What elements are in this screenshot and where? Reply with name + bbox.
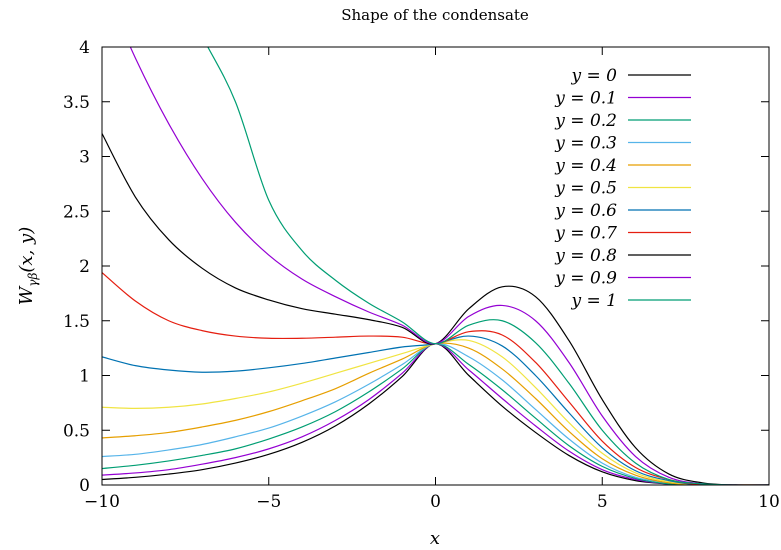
y-axis-label: Wγβ(x, y) xyxy=(16,227,40,305)
x-axis-label: x xyxy=(430,528,440,549)
series-line-6 xyxy=(102,335,769,485)
series-line-5 xyxy=(102,339,769,485)
y-tick-label-1: 0.5 xyxy=(63,421,90,441)
y-tick-label-6: 3 xyxy=(79,148,90,168)
y-tick-label-7: 3.5 xyxy=(63,93,90,113)
y-tick-label-0: 0 xyxy=(79,476,90,496)
legend-label-0: y = 0 xyxy=(571,66,618,86)
y-tick-label-5: 2.5 xyxy=(63,202,90,222)
legend-label-10: y = 1 xyxy=(571,291,617,311)
tick-labels-layer: −10 −5 0 5 10 0 0.5 1 1.5 2 2.5 3 3.5 4 xyxy=(63,38,780,512)
legend-label-9: y = 0.9 xyxy=(554,269,617,289)
plot-frame xyxy=(101,46,770,486)
x-tick-label-2: 0 xyxy=(430,492,441,512)
legend-label-5: y = 0.5 xyxy=(554,179,617,199)
series-line-7 xyxy=(102,272,769,485)
x-tick-label-3: 5 xyxy=(597,492,608,512)
series-layer xyxy=(102,47,769,485)
legend-label-1: y = 0.1 xyxy=(554,89,617,109)
series-line-9 xyxy=(129,47,769,485)
legend-label-8: y = 0.8 xyxy=(554,246,617,266)
legend-label-6: y = 0.6 xyxy=(554,201,617,221)
chart-title: Shape of the condensate xyxy=(341,6,529,24)
legend-label-2: y = 0.2 xyxy=(554,111,617,131)
legend-label-3: y = 0.3 xyxy=(554,134,617,154)
x-tick-label-1: −5 xyxy=(256,492,281,512)
y-axis-label-main: W xyxy=(16,285,37,305)
y-axis-label-subscript: γβ xyxy=(26,273,40,287)
y-tick-label-2: 1 xyxy=(79,367,90,387)
legend-label-4: y = 0.4 xyxy=(554,156,617,176)
y-tick-label-3: 1.5 xyxy=(63,312,90,332)
series-line-1 xyxy=(102,343,769,485)
y-axis-label-args: (x, y) xyxy=(16,227,37,273)
y-tick-label-4: 2 xyxy=(79,257,90,277)
ticks-layer xyxy=(101,46,770,486)
legend-label-7: y = 0.7 xyxy=(554,224,617,244)
series-line-10 xyxy=(207,47,769,485)
x-tick-label-0: −10 xyxy=(84,492,120,512)
y-tick-label-8: 4 xyxy=(79,38,90,58)
legend: y = 0 y = 0.1y = 0.2 y = 0.3y = 0.4 y = 0.5… xyxy=(554,66,691,311)
series-line-8 xyxy=(102,133,769,485)
x-tick-label-4: 10 xyxy=(758,492,780,512)
